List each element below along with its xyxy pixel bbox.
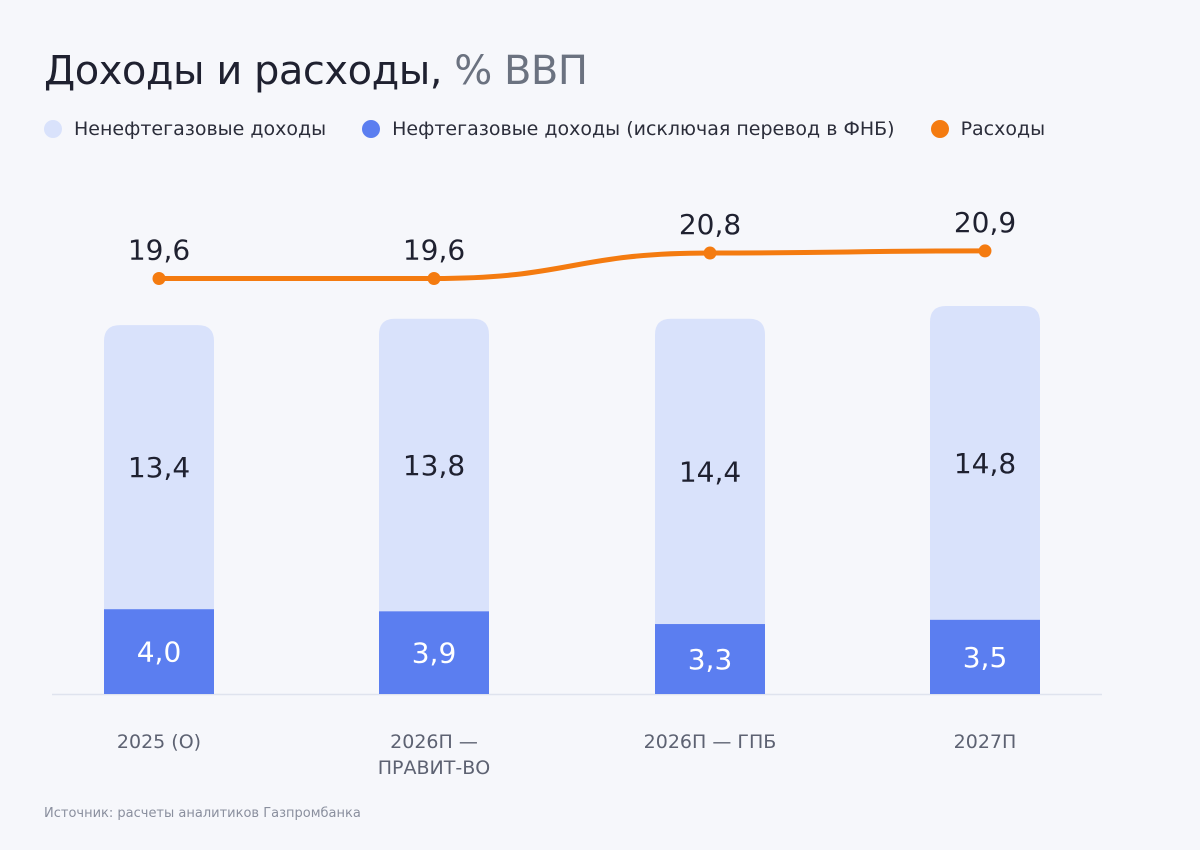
data-label-non-oil-gas: 14,4 — [679, 455, 741, 488]
bar-non-oil-gas — [379, 318, 489, 612]
bar-non-oil-gas — [104, 325, 214, 610]
chart-area: 13,4 4,0 2025 (О) 13,8 3,9 2026П — ПРАВИТ-ВО 14… — [52, 206, 1102, 779]
legend-swatch-expenses — [930, 120, 949, 138]
legend: Ненефтегазовые доходы Нефтегазовые доход… — [44, 118, 1081, 140]
bar-oil-gas — [379, 611, 489, 694]
expenses-point — [427, 271, 441, 285]
legend-swatch-oil-gas — [362, 120, 381, 138]
bar-non-oil-gas — [655, 318, 765, 625]
data-label-oil-gas: 3,5 — [963, 641, 1008, 674]
data-label-oil-gas: 3,3 — [688, 643, 733, 676]
expenses-point — [703, 246, 717, 260]
legend-label-non-oil-gas: Ненефтегазовые доходы — [74, 118, 327, 140]
category-label: 2027П — [954, 731, 1017, 753]
data-label-oil-gas: 4,0 — [137, 636, 182, 669]
legend-swatch-non-oil-gas — [44, 120, 62, 138]
title-main: Доходы и расходы, — [44, 48, 443, 94]
category-label: 2025 (О) — [117, 731, 201, 753]
legend-label-oil-gas: Нефтегазовые доходы (исключая перевод в … — [392, 118, 895, 140]
data-label-oil-gas: 3,9 — [412, 637, 457, 670]
category-label: 2026П — — [390, 731, 478, 753]
legend-item-oil-gas: Нефтегазовые доходы (исключая перевод в … — [362, 118, 895, 140]
expenses-point — [152, 271, 166, 285]
data-label-non-oil-gas: 14,8 — [954, 447, 1016, 480]
expenses-point — [978, 244, 992, 258]
legend-item-expenses: Расходы — [930, 118, 1046, 140]
category-label: ПРАВИТ-ВО — [378, 757, 490, 779]
data-label-expenses: 20,8 — [679, 208, 741, 241]
legend-item-non-oil-gas: Ненефтегазовые доходы — [44, 118, 326, 140]
expenses-line — [156, 248, 988, 281]
data-label-expenses: 19,6 — [128, 233, 190, 266]
legend-label-expenses: Расходы — [960, 118, 1046, 140]
bar-non-oil-gas — [930, 306, 1040, 620]
chart-title: Доходы и расходы, % ВВП — [44, 48, 588, 94]
data-label-non-oil-gas: 13,8 — [403, 449, 465, 482]
bar-oil-gas — [655, 624, 765, 694]
title-unit: % ВВП — [454, 48, 588, 94]
bar-oil-gas — [104, 609, 214, 694]
category-label: 2026П — ГПБ — [644, 731, 777, 753]
data-label-expenses: 20,9 — [954, 206, 1016, 239]
source-note: Источник: расчеты аналитиков Газпромбанк… — [44, 806, 361, 821]
data-label-expenses: 19,6 — [403, 233, 465, 266]
bar-oil-gas — [930, 619, 1040, 694]
data-label-non-oil-gas: 13,4 — [128, 451, 190, 484]
